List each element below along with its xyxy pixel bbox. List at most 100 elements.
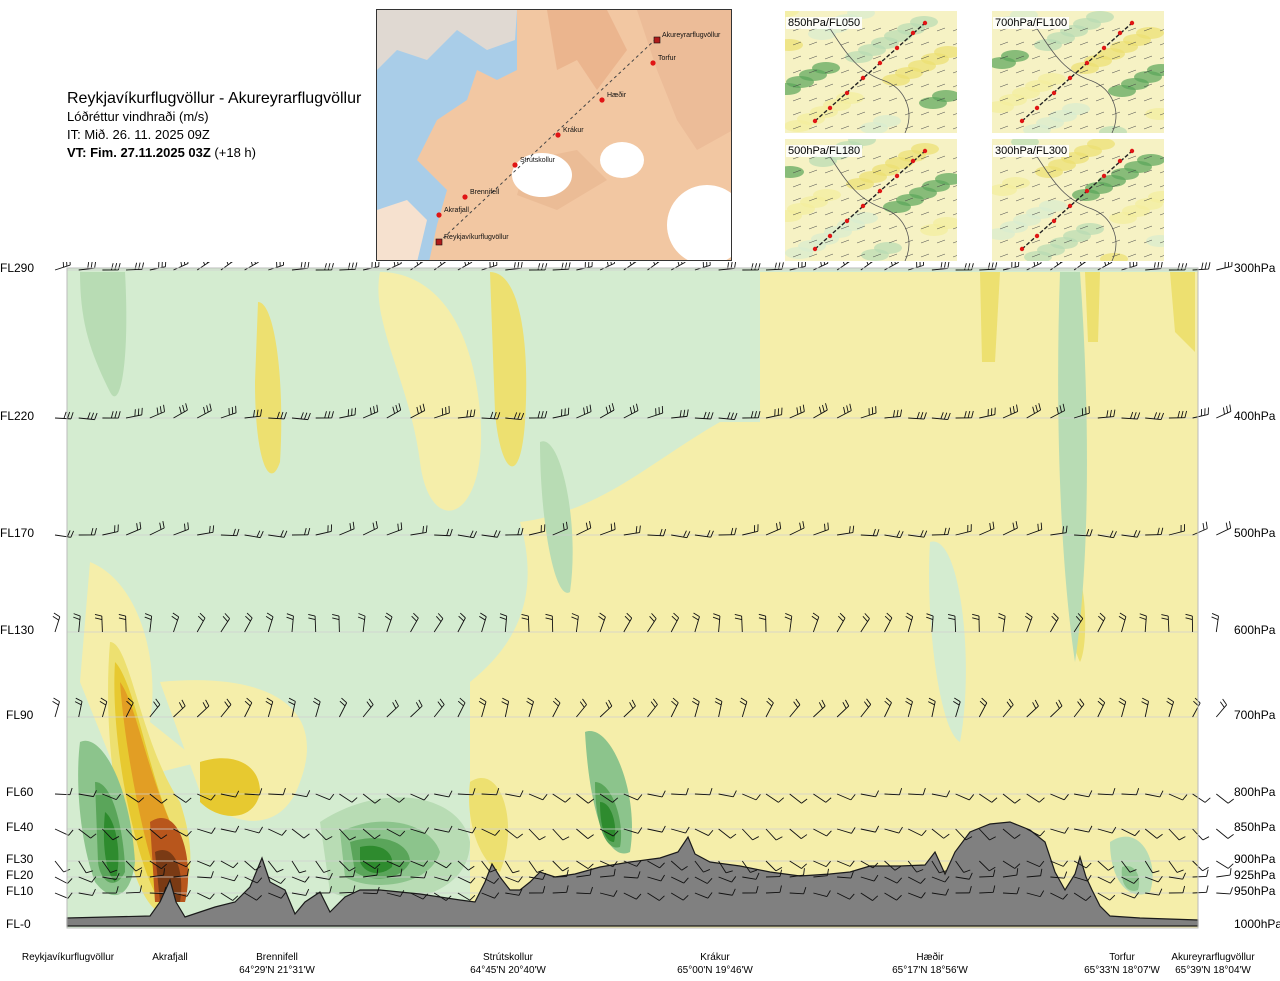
wind-barb xyxy=(54,530,75,538)
wind-barb xyxy=(742,410,761,419)
wind-barb xyxy=(552,828,570,841)
thumb-850hpa-label: 850hPa/FL050 xyxy=(786,17,863,29)
wind-barb xyxy=(1216,262,1233,271)
wind-barb xyxy=(1024,612,1033,633)
wind-barb xyxy=(434,874,452,882)
map-place-3: Krákur xyxy=(555,127,584,138)
thumb-500hpa[interactable]: 500hPa/FL180 xyxy=(785,139,957,261)
wind-barb xyxy=(884,860,902,871)
wind-barb xyxy=(1050,403,1066,419)
wind-barb xyxy=(979,885,996,894)
wind-barb xyxy=(576,828,594,840)
location-coords: 64°29'N 21°31'W xyxy=(239,965,315,976)
wind-barb xyxy=(265,612,274,633)
wind-barb xyxy=(528,886,546,894)
wind-barb xyxy=(694,876,713,884)
wind-barb xyxy=(979,521,995,536)
variable-title: Lóðréttur vindhraði (m/s) xyxy=(67,109,209,124)
wind-barb xyxy=(386,403,402,419)
wind-barb xyxy=(1026,828,1046,837)
wind-barb xyxy=(860,825,880,833)
wind-barb xyxy=(836,827,856,834)
wind-barb xyxy=(386,699,399,718)
wind-barb xyxy=(1145,790,1164,798)
wind-barb xyxy=(623,262,637,271)
wind-barb xyxy=(102,886,119,894)
wind-barb xyxy=(126,407,143,419)
thumb-300hpa[interactable]: 300hPa/FL300 xyxy=(992,139,1164,261)
wind-barb xyxy=(1211,613,1219,633)
wind-barb xyxy=(144,613,153,633)
location-label-4: Krákur 65°00'N 19°46'W xyxy=(677,951,753,977)
wind-barb xyxy=(339,869,356,878)
map-place-label: Hæðir xyxy=(607,91,627,99)
wind-barb xyxy=(149,860,168,870)
wind-barb xyxy=(52,697,60,718)
wind-barb xyxy=(571,613,579,633)
hpa-label-500: 500hPa xyxy=(1234,526,1276,540)
wind-barb xyxy=(125,860,143,872)
wind-barb xyxy=(1161,614,1170,633)
wind-barb xyxy=(73,613,81,633)
wind-barb xyxy=(244,262,259,271)
wind-barb xyxy=(884,697,892,718)
wind-barb xyxy=(410,793,429,801)
wind-barb xyxy=(1073,406,1090,419)
wind-barb xyxy=(908,788,926,796)
wind-barb xyxy=(552,521,568,536)
wind-barb xyxy=(931,790,951,798)
wind-barb xyxy=(623,871,641,879)
wind-barb xyxy=(931,860,947,874)
wind-barb xyxy=(1216,828,1234,839)
wind-barb xyxy=(410,525,428,536)
wind-barb xyxy=(149,886,167,895)
wind-barb xyxy=(1216,793,1234,804)
wind-barb xyxy=(1192,521,1208,536)
location-label-6: Torfur 65°33'N 18°07'W xyxy=(1084,951,1160,977)
wind-barb xyxy=(78,828,97,839)
wind-barb xyxy=(599,860,618,868)
wind-barb xyxy=(244,826,263,834)
wind-barb xyxy=(1050,871,1068,879)
wind-barb xyxy=(410,262,424,271)
wind-barb xyxy=(694,892,713,899)
wind-barb xyxy=(291,412,311,421)
wind-barb xyxy=(671,876,689,884)
wind-barb xyxy=(78,528,97,536)
wind-barb xyxy=(694,530,714,538)
map-place-label: Torfur xyxy=(658,55,677,62)
wind-barb xyxy=(671,409,689,419)
wind-barb xyxy=(1097,530,1117,539)
wind-barb xyxy=(78,888,96,896)
thumb-850hpa[interactable]: 850hPa/FL050 xyxy=(785,11,957,133)
wind-barb xyxy=(196,262,211,271)
wind-barb xyxy=(1168,793,1188,801)
wind-barb xyxy=(291,860,307,874)
wind-barb xyxy=(339,828,356,841)
wind-barb xyxy=(52,612,61,633)
wind-barb xyxy=(742,872,760,880)
wind-barb xyxy=(670,697,679,718)
wind-barb xyxy=(457,612,466,633)
wind-barb xyxy=(410,892,429,900)
wind-barb xyxy=(173,793,192,803)
wind-barb xyxy=(526,697,534,718)
wind-barb xyxy=(268,530,288,538)
valid-time-main: VT: Fim. 27.11.2025 03Z xyxy=(67,145,211,160)
wind-barb xyxy=(149,793,168,804)
wind-barb xyxy=(1118,612,1127,633)
wind-barb xyxy=(173,699,186,718)
wind-barb xyxy=(220,613,230,633)
wind-barb xyxy=(386,522,403,536)
wind-barb xyxy=(978,697,988,718)
fl-label-fl60: FL60 xyxy=(6,785,34,799)
wind-barb xyxy=(505,527,524,536)
wind-barb xyxy=(315,860,331,873)
wind-barb xyxy=(907,876,926,884)
wind-barb xyxy=(315,411,334,419)
wind-barb xyxy=(836,860,855,867)
wind-barb xyxy=(410,871,428,879)
wind-barb xyxy=(481,892,500,899)
thumb-700hpa[interactable]: 700hPa/FL100 xyxy=(992,11,1164,133)
wind-barb xyxy=(457,697,466,718)
